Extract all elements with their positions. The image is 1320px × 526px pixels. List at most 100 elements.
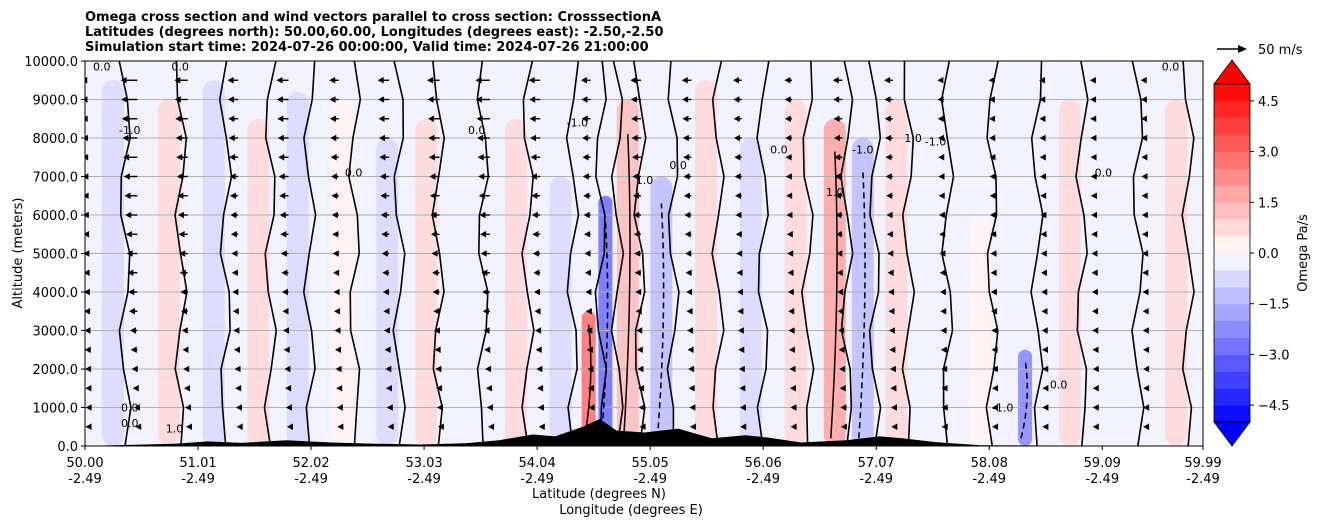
wind-vector-head [126, 250, 133, 257]
wind-vector-head [990, 250, 997, 257]
wind-vector-head [276, 77, 283, 84]
contour-label: 0.0 [171, 61, 189, 74]
wind-vector-head [633, 231, 640, 238]
wind-vector-head [384, 346, 391, 353]
omega-band [1018, 349, 1033, 446]
wind-vector-head [1042, 385, 1049, 392]
wind-vector-head [476, 96, 483, 103]
x-tick-label-lat: 59.09 [1084, 456, 1121, 471]
wind-vector-head [582, 134, 589, 142]
wind-vector-head [989, 173, 996, 180]
contour-line-one [623, 134, 631, 439]
wind-vector-head [891, 423, 898, 430]
wind-vector-head [85, 231, 90, 238]
wind-vector-head [1142, 327, 1149, 334]
wind-vector-head [787, 250, 794, 257]
wind-vector-head [941, 385, 948, 392]
wind-vector-head [476, 115, 483, 122]
wind-vector-head [177, 192, 184, 199]
wind-vector-head [988, 96, 995, 103]
wind-vector-head [535, 327, 542, 334]
wind-vector-head [531, 192, 538, 199]
colorbar-segment [1214, 388, 1250, 406]
wind-vector-head [737, 327, 744, 334]
y-axis-label: Altitude (meters) [11, 198, 26, 309]
wind-vector-head [587, 365, 594, 373]
wind-vector-head [990, 288, 997, 296]
wind-vector-head [480, 250, 487, 257]
omega-band [157, 99, 180, 446]
terrain-profile [85, 419, 1203, 446]
wind-vector-head [282, 308, 289, 315]
wind-vector-head [383, 308, 390, 315]
wind-vector-head [637, 365, 644, 373]
wind-vector-head [784, 96, 791, 103]
contour-line-zero [476, 61, 490, 446]
x-axis-label-latitude: Latitude (degrees N) [532, 487, 666, 502]
colorbar-tick-label: 1.5 [1258, 196, 1279, 211]
wind-vector-head [581, 115, 588, 122]
x-tick-label-lon: -2.49 [859, 472, 893, 487]
wind-vector-head [176, 173, 183, 180]
wind-vector-head [682, 115, 689, 122]
contour-line-zero [633, 61, 647, 446]
colorbar-segment [1214, 371, 1250, 389]
wind-vector-head [434, 346, 441, 353]
wind-vector-head [120, 77, 127, 84]
contour-line-zero [218, 61, 233, 446]
wind-vector-head [991, 308, 998, 315]
wind-vector-head [175, 134, 182, 142]
wind-vector-head [85, 365, 92, 373]
wind-vector-head [477, 134, 484, 142]
wind-vector-head [834, 173, 841, 180]
wind-vector-head [939, 288, 946, 296]
wind-vector-head [1042, 404, 1049, 411]
colorbar-segment [1214, 185, 1250, 203]
wind-vector-head [483, 327, 490, 334]
wind-vector-head [685, 269, 692, 276]
wind-vector-head [276, 96, 283, 103]
wind-vector-head [938, 134, 945, 142]
x-tick-label-lat: 59.99 [1184, 456, 1221, 471]
omega-band [885, 99, 908, 446]
wind-vector-head [734, 134, 741, 142]
wind-vector-head [736, 250, 743, 257]
wind-vector-head [478, 173, 485, 180]
wind-vector-head [386, 404, 393, 411]
wind-vector-head [635, 288, 642, 296]
wind-vector-head [529, 115, 536, 122]
wind-vector-head [683, 173, 690, 180]
wind-vector-head [834, 154, 841, 161]
wind-vector-head [1091, 288, 1098, 296]
wind-vector-head [384, 327, 391, 334]
wind-vector-head [736, 269, 743, 276]
wind-vector-head [385, 385, 392, 392]
wind-vector-head [686, 308, 693, 315]
colorbar-segment [1214, 202, 1250, 220]
omega-band [247, 118, 270, 446]
wind-vector-head [330, 154, 337, 161]
wind-vector-head [582, 154, 589, 161]
wind-vector-head [735, 211, 742, 219]
wind-vector-head [839, 365, 846, 373]
wind-vector-head [889, 365, 896, 373]
wind-vector-head [482, 308, 489, 315]
contour-line-zero [901, 61, 916, 446]
wind-vector-head [788, 308, 795, 315]
wind-vector-head [786, 192, 793, 199]
contour-label: 0.0 [121, 401, 139, 414]
colorbar-segment [1214, 337, 1250, 355]
wind-vector-head [378, 115, 385, 122]
wind-vector-head [133, 404, 140, 411]
wind-vector-head [335, 365, 342, 373]
wind-vector-head [135, 423, 142, 430]
wind-vector-head [1089, 77, 1096, 84]
wind-vector-head [432, 288, 439, 296]
colorbar-tick-label: 0.0 [1258, 247, 1279, 262]
wind-vector-head [180, 288, 187, 296]
wind-vector-head [989, 154, 996, 161]
wind-vector-head [482, 288, 489, 296]
wind-vector-head [991, 365, 998, 373]
x-tick-label-lat: 54.04 [519, 456, 556, 471]
wind-vector-head [940, 346, 947, 353]
